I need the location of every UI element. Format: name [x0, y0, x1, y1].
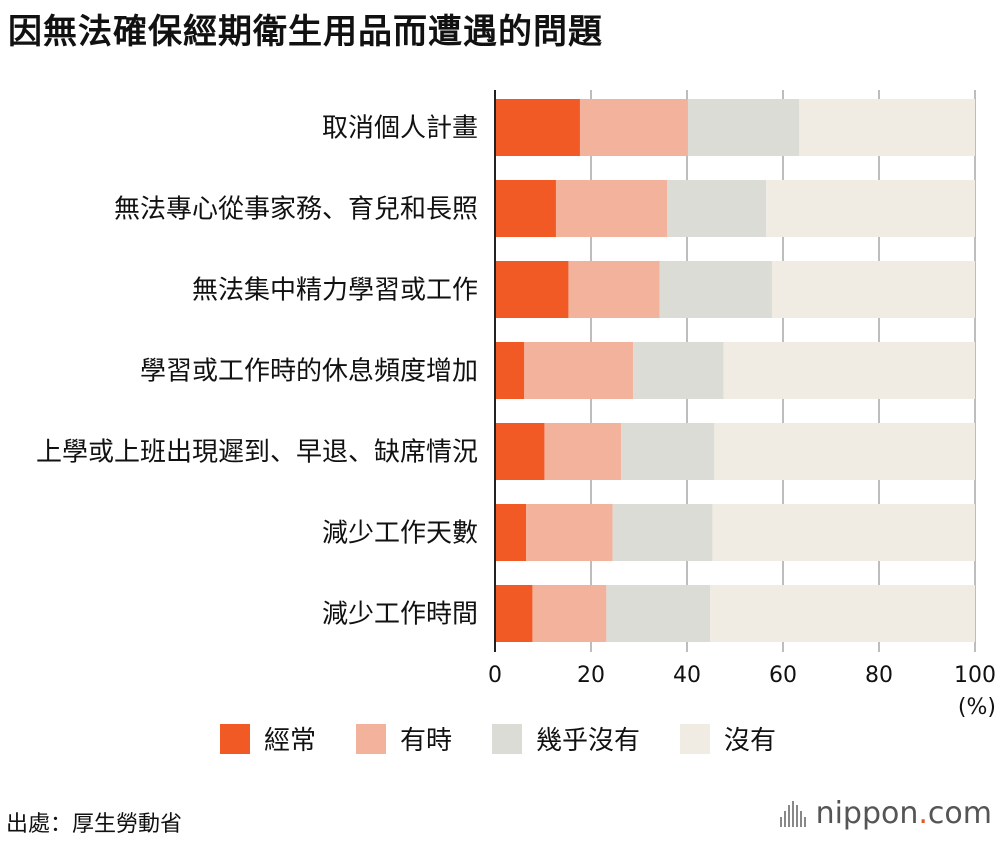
bar-segment [633, 342, 724, 399]
chart-title: 因無法確保經期衛生用品而遭遇的問題 [8, 12, 603, 52]
bar-segment [495, 342, 525, 399]
legend-item: 經常 [220, 720, 316, 757]
bar-segment [621, 423, 715, 480]
bar-segment [526, 504, 613, 561]
bar-segment [495, 585, 533, 642]
category-label: 減少工作時間 [322, 600, 478, 630]
bar-segment [771, 261, 975, 318]
bar-segment [524, 342, 634, 399]
bar-segment [687, 99, 800, 156]
legend-item: 幾乎沒有 [492, 720, 640, 757]
legend-item: 有時 [356, 720, 452, 757]
bar-segment [714, 423, 975, 480]
bar-segment [579, 99, 688, 156]
legend: 經常 有時 幾乎沒有 沒有 [220, 720, 816, 757]
source-note: 出處：厚生勞動省 [6, 812, 183, 837]
bar-segment [495, 423, 545, 480]
bar-segment [612, 504, 713, 561]
bar-segment [710, 585, 975, 642]
bar-segment [799, 99, 975, 156]
x-tick-label: 40 [673, 663, 701, 688]
bar-segment [495, 261, 569, 318]
legend-swatch [220, 723, 250, 754]
category-label: 無法集中精力學習或工作 [192, 276, 478, 306]
bar-segment [495, 99, 580, 156]
legend-label: 幾乎沒有 [536, 726, 641, 756]
bar-segment [723, 342, 975, 399]
category-labels: 取消個人計畫無法專心從事家務、育兒和長照無法集中精力學習或工作學習或工作時的休息… [36, 114, 478, 630]
bars [494, 90, 975, 652]
x-tick-label: 20 [577, 663, 605, 688]
legend-label: 經常 [264, 726, 317, 756]
legend-swatch [356, 723, 387, 754]
legend-item: 沒有 [680, 720, 776, 757]
brand-dot: . [918, 796, 928, 831]
legend-swatch [492, 723, 523, 754]
brand-suffix: com [927, 796, 992, 831]
bar-segment [495, 504, 527, 561]
category-label: 減少工作天數 [322, 519, 478, 549]
brand-prefix: nippon [815, 796, 919, 831]
x-tick-label: 0 [488, 663, 502, 688]
bar-segment [568, 261, 660, 318]
bar-segment [606, 585, 711, 642]
brand-logo: nippon.com [779, 796, 992, 831]
x-axis-unit: (%) [958, 695, 996, 720]
bar-segment [495, 180, 556, 237]
category-label: 無法專心從事家務、育兒和長照 [114, 195, 478, 225]
nippon-icon [779, 800, 808, 827]
bar-segment [667, 180, 767, 237]
x-tick-label: 60 [769, 663, 797, 688]
category-label: 上學或上班出現遲到、早退、缺席情況 [36, 438, 478, 468]
bar-segment [712, 504, 975, 561]
category-label: 學習或工作時的休息頻度增加 [140, 357, 478, 387]
bar-segment [659, 261, 772, 318]
legend-label: 有時 [400, 726, 453, 756]
category-label: 取消個人計畫 [322, 114, 478, 144]
bar-segment [766, 180, 975, 237]
x-tick-label: 100 [954, 663, 996, 688]
legend-label: 沒有 [724, 726, 777, 756]
legend-swatch [680, 723, 711, 754]
bar-segment [544, 423, 622, 480]
bar-segment [532, 585, 607, 642]
x-axis: 0 20 40 60 80 100 (%) [488, 663, 996, 720]
x-tick-label: 80 [865, 663, 893, 688]
bar-segment [555, 180, 668, 237]
